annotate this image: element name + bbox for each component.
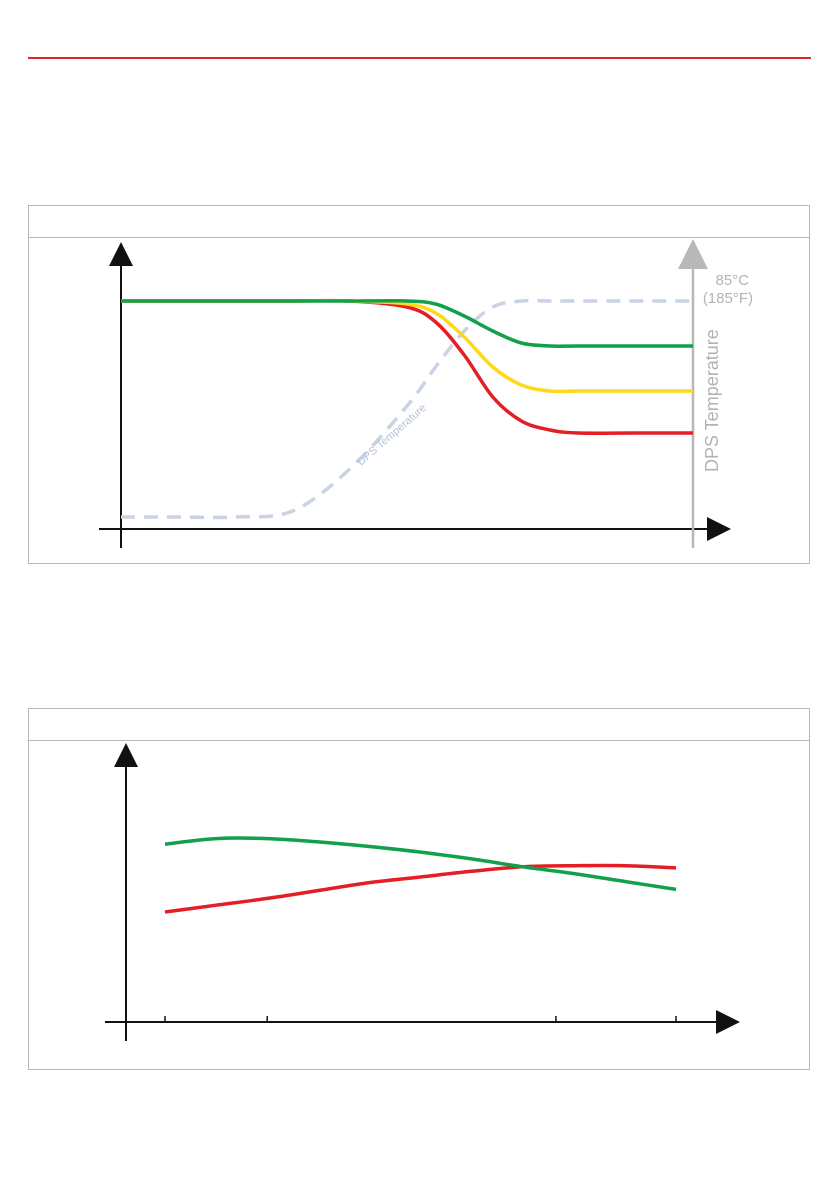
green-series-line bbox=[120, 299, 693, 348]
green-series-line bbox=[164, 836, 677, 892]
chart-panel-1-header bbox=[29, 206, 809, 238]
header-rule bbox=[28, 57, 811, 59]
chart-2-plot bbox=[105, 743, 740, 1041]
chart-panel-1: DPS Temperature 85°C (185°F) DPS Tempera… bbox=[28, 205, 810, 564]
chart-panel-2-header bbox=[29, 709, 809, 741]
red-series-line bbox=[164, 863, 677, 914]
max-temp-f-label: (185°F) bbox=[703, 290, 753, 307]
right-axis-label: DPS Temperature bbox=[702, 329, 722, 472]
max-temp-c-label: 85°C bbox=[715, 272, 749, 289]
chart-1-plot: DPS Temperature 85°C (185°F) DPS Tempera… bbox=[99, 239, 753, 548]
dps-curve-label: DPS Temperature bbox=[355, 402, 429, 468]
dps-temperature-series-line bbox=[121, 298, 693, 520]
chart-panel-2 bbox=[28, 708, 810, 1070]
